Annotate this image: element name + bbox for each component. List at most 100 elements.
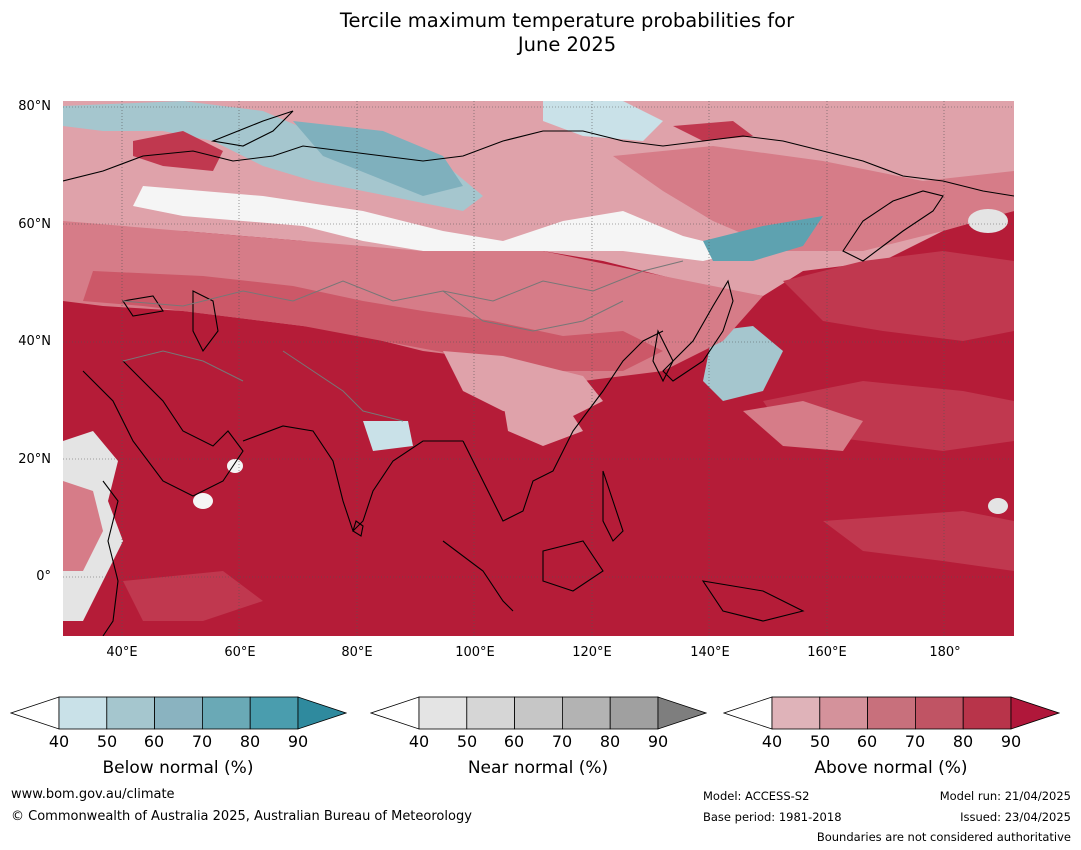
region-white-belt bbox=[133, 186, 743, 261]
coast-philippines bbox=[602, 470, 624, 542]
tick-near-90: 90 bbox=[647, 732, 669, 751]
map-canvas bbox=[63, 101, 1014, 636]
coast-black-sea bbox=[122, 295, 164, 317]
title-line-1: Tercile maximum temperature probabilitie… bbox=[339, 9, 795, 32]
region-below-east-siberia bbox=[703, 216, 823, 261]
tick-below-60: 60 bbox=[143, 732, 165, 751]
coast-india bbox=[242, 425, 463, 533]
colorbar-extend-low bbox=[10, 696, 60, 730]
colorbar-extend-high bbox=[1010, 696, 1060, 730]
model-run-text: Model run: 21/04/2025 bbox=[939, 789, 1071, 803]
tick-above-70: 70 bbox=[904, 732, 926, 751]
region-above-80-arctic-east bbox=[673, 121, 753, 141]
tick-below-90: 90 bbox=[287, 732, 309, 751]
lat-label-0: 0° bbox=[36, 569, 51, 584]
blob-white-kamchatka bbox=[968, 209, 1008, 233]
region-above-60-africa bbox=[63, 481, 103, 571]
region-above-70-central bbox=[83, 271, 663, 371]
tick-near-40: 40 bbox=[408, 732, 430, 751]
tick-above-40: 40 bbox=[761, 732, 783, 751]
coast-new-guinea bbox=[701, 580, 805, 622]
colorbar-title-below: Below normal (%) bbox=[102, 758, 254, 778]
website-link[interactable]: www.bom.gov.au/climate bbox=[11, 787, 175, 802]
issued-text: Issued: 23/04/2025 bbox=[960, 810, 1071, 824]
borders bbox=[122, 260, 684, 422]
coast-sri-lanka bbox=[352, 520, 364, 537]
colorbar-title-above: Above normal (%) bbox=[814, 758, 968, 778]
colorbar-segment-1 bbox=[771, 696, 821, 730]
tick-near-60: 60 bbox=[503, 732, 525, 751]
map-title: Tercile maximum temperature probabilitie… bbox=[0, 9, 1081, 57]
lon-label-60e: 60°E bbox=[224, 645, 256, 660]
tick-above-80: 80 bbox=[952, 732, 974, 751]
tick-below-50: 50 bbox=[96, 732, 118, 751]
colorbar-segment-5 bbox=[962, 696, 1012, 730]
region-above-60-pacific bbox=[743, 401, 863, 451]
colorbar-extend-low bbox=[370, 696, 420, 730]
colorbar-above-normal bbox=[723, 696, 1060, 730]
coast-southeast-asia bbox=[462, 330, 664, 522]
tick-above-60: 60 bbox=[856, 732, 878, 751]
region-above-80-pacific-south bbox=[823, 511, 1014, 571]
coast-arabia bbox=[82, 360, 244, 497]
region-below-north-2 bbox=[293, 121, 463, 196]
lat-label-60n: 60°N bbox=[18, 217, 51, 232]
lon-label-180: 180° bbox=[929, 645, 961, 660]
coast-sumatra bbox=[442, 540, 514, 612]
lon-label-100e: 100°E bbox=[455, 645, 495, 660]
colorbar-segment-2 bbox=[106, 696, 156, 730]
boundaries-note: Boundaries are not considered authoritat… bbox=[816, 830, 1071, 844]
colorbar-segment-4 bbox=[914, 696, 964, 730]
colorbar-segment-1 bbox=[58, 696, 108, 730]
lat-label-80n: 80°N bbox=[18, 99, 51, 114]
colorbar-segment-3 bbox=[514, 696, 563, 730]
lat-label-40n: 40°N bbox=[18, 334, 51, 349]
colorbar-extend-high bbox=[297, 696, 347, 730]
coastlines bbox=[63, 110, 1014, 636]
coast-korea bbox=[652, 329, 674, 383]
region-above-50-sichuan bbox=[503, 401, 583, 446]
colorbar-near-normal bbox=[370, 696, 707, 730]
coast-north-eurasia bbox=[63, 130, 1014, 197]
colorbar-title-near: Near normal (%) bbox=[467, 758, 609, 778]
colorbar-segment-2 bbox=[819, 696, 869, 730]
coast-novaya-zemlya bbox=[210, 110, 294, 147]
colorbar-segment-1 bbox=[418, 696, 468, 730]
base-period-text: Base period: 1981-2018 bbox=[703, 810, 842, 824]
tick-below-70: 70 bbox=[191, 732, 213, 751]
tick-above-90: 90 bbox=[1000, 732, 1022, 751]
colorbar-segment-5 bbox=[249, 696, 299, 730]
blob-white-east-pacific bbox=[988, 498, 1008, 514]
region-below-india bbox=[363, 421, 413, 451]
tick-below-40: 40 bbox=[48, 732, 70, 751]
tick-near-80: 80 bbox=[599, 732, 621, 751]
lon-label-140e: 140°E bbox=[690, 645, 730, 660]
colorbar-extend-high bbox=[657, 696, 707, 730]
coast-borneo bbox=[542, 540, 604, 592]
region-above-80-indian-ocean bbox=[123, 571, 263, 621]
lat-label-20n: 20°N bbox=[18, 452, 51, 467]
lon-label-40e: 40°E bbox=[106, 645, 138, 660]
model-text: Model: ACCESS-S2 bbox=[703, 789, 810, 803]
colorbar-segment-3 bbox=[867, 696, 916, 730]
region-above-70-pacific-north bbox=[783, 251, 1014, 341]
colorbar-segment-5 bbox=[609, 696, 659, 730]
title-line-2: June 2025 bbox=[517, 33, 617, 56]
land-pattern bbox=[63, 101, 1014, 621]
border-south-asia bbox=[282, 350, 404, 422]
graticule bbox=[63, 101, 1014, 636]
colorbar-segment-3 bbox=[154, 696, 203, 730]
colorbar-below-normal bbox=[10, 696, 347, 730]
border-central-asia bbox=[122, 260, 684, 307]
coast-east-africa bbox=[102, 480, 119, 636]
lon-label-120e: 120°E bbox=[572, 645, 612, 660]
border-middle-east bbox=[122, 350, 244, 382]
tick-near-50: 50 bbox=[456, 732, 478, 751]
colorbar-segment-4 bbox=[201, 696, 251, 730]
coast-kamchatka bbox=[842, 190, 944, 262]
region-above-60-north bbox=[613, 146, 1014, 251]
tick-below-80: 80 bbox=[239, 732, 261, 751]
tick-near-70: 70 bbox=[551, 732, 573, 751]
copyright-text: © Commonwealth of Australia 2025, Austra… bbox=[11, 809, 472, 824]
border-mongolia-china bbox=[442, 290, 624, 332]
